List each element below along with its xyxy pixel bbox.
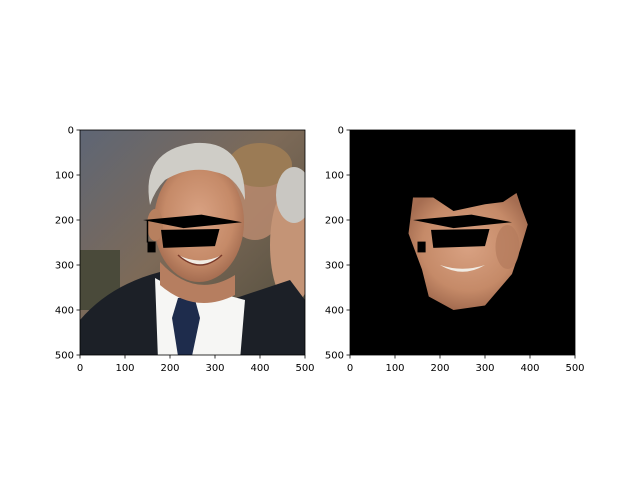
y-tick-label: 500 (55, 351, 74, 362)
y-tick-label: 500 (325, 351, 344, 362)
masked-face-details (440, 225, 520, 272)
right-axes-frame (349, 129, 576, 356)
x-tick-label: 500 (565, 363, 584, 374)
cap-band-overlay (161, 229, 220, 248)
y-tick-label: 300 (325, 261, 344, 272)
x-tick-label: 200 (160, 363, 179, 374)
x-tick-label: 200 (430, 363, 449, 374)
x-tick-label: 0 (347, 363, 353, 374)
photo-image (80, 130, 305, 355)
x-tick-label: 0 (77, 363, 83, 374)
y-tick-label: 400 (325, 306, 344, 317)
left-axes-frame (79, 129, 306, 356)
tassel-overlay (417, 241, 426, 253)
x-tick-label: 500 (295, 363, 314, 374)
x-tick-label: 400 (520, 363, 539, 374)
mortarboard-overlay (413, 214, 512, 229)
x-tick-label: 400 (250, 363, 269, 374)
y-tick-label: 200 (55, 216, 74, 227)
y-tick-label: 400 (55, 306, 74, 317)
tassel-overlay (147, 241, 156, 253)
y-tick-label: 100 (325, 171, 344, 182)
masked-image (350, 130, 575, 355)
x-tick-label: 300 (475, 363, 494, 374)
x-tick-label: 300 (205, 363, 224, 374)
cap-band-overlay (431, 229, 490, 248)
y-tick-label: 200 (325, 216, 344, 227)
cheek-shade (495, 225, 520, 269)
mortarboard-overlay (143, 214, 242, 229)
y-tick-label: 0 (68, 126, 74, 137)
x-tick-label: 100 (385, 363, 404, 374)
y-tick-label: 0 (338, 126, 344, 137)
y-tick-label: 100 (55, 171, 74, 182)
x-tick-label: 100 (115, 363, 134, 374)
y-tick-label: 300 (55, 261, 74, 272)
smile-mark (440, 265, 485, 272)
